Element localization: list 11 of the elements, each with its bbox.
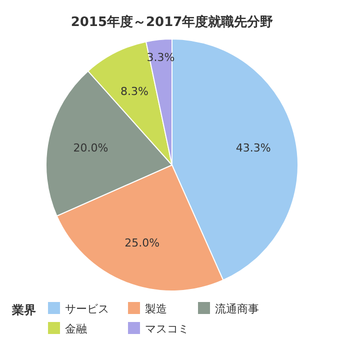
data-label: 43.3% <box>236 142 271 155</box>
data-label: 20.0% <box>73 141 108 154</box>
legend-label: 金融 <box>65 322 87 336</box>
legend-label: 製造 <box>145 302 167 316</box>
data-label: 25.0% <box>124 236 160 250</box>
data-label: 8.3% <box>120 84 148 98</box>
legend-label: マスコミ <box>145 322 189 336</box>
legend-label: 流通商事 <box>215 302 259 316</box>
legend-title: 業界 <box>11 303 36 317</box>
legend-label: サービス <box>65 302 109 316</box>
chart-title: 2015年度～2017年度就職先分野 <box>70 14 274 30</box>
